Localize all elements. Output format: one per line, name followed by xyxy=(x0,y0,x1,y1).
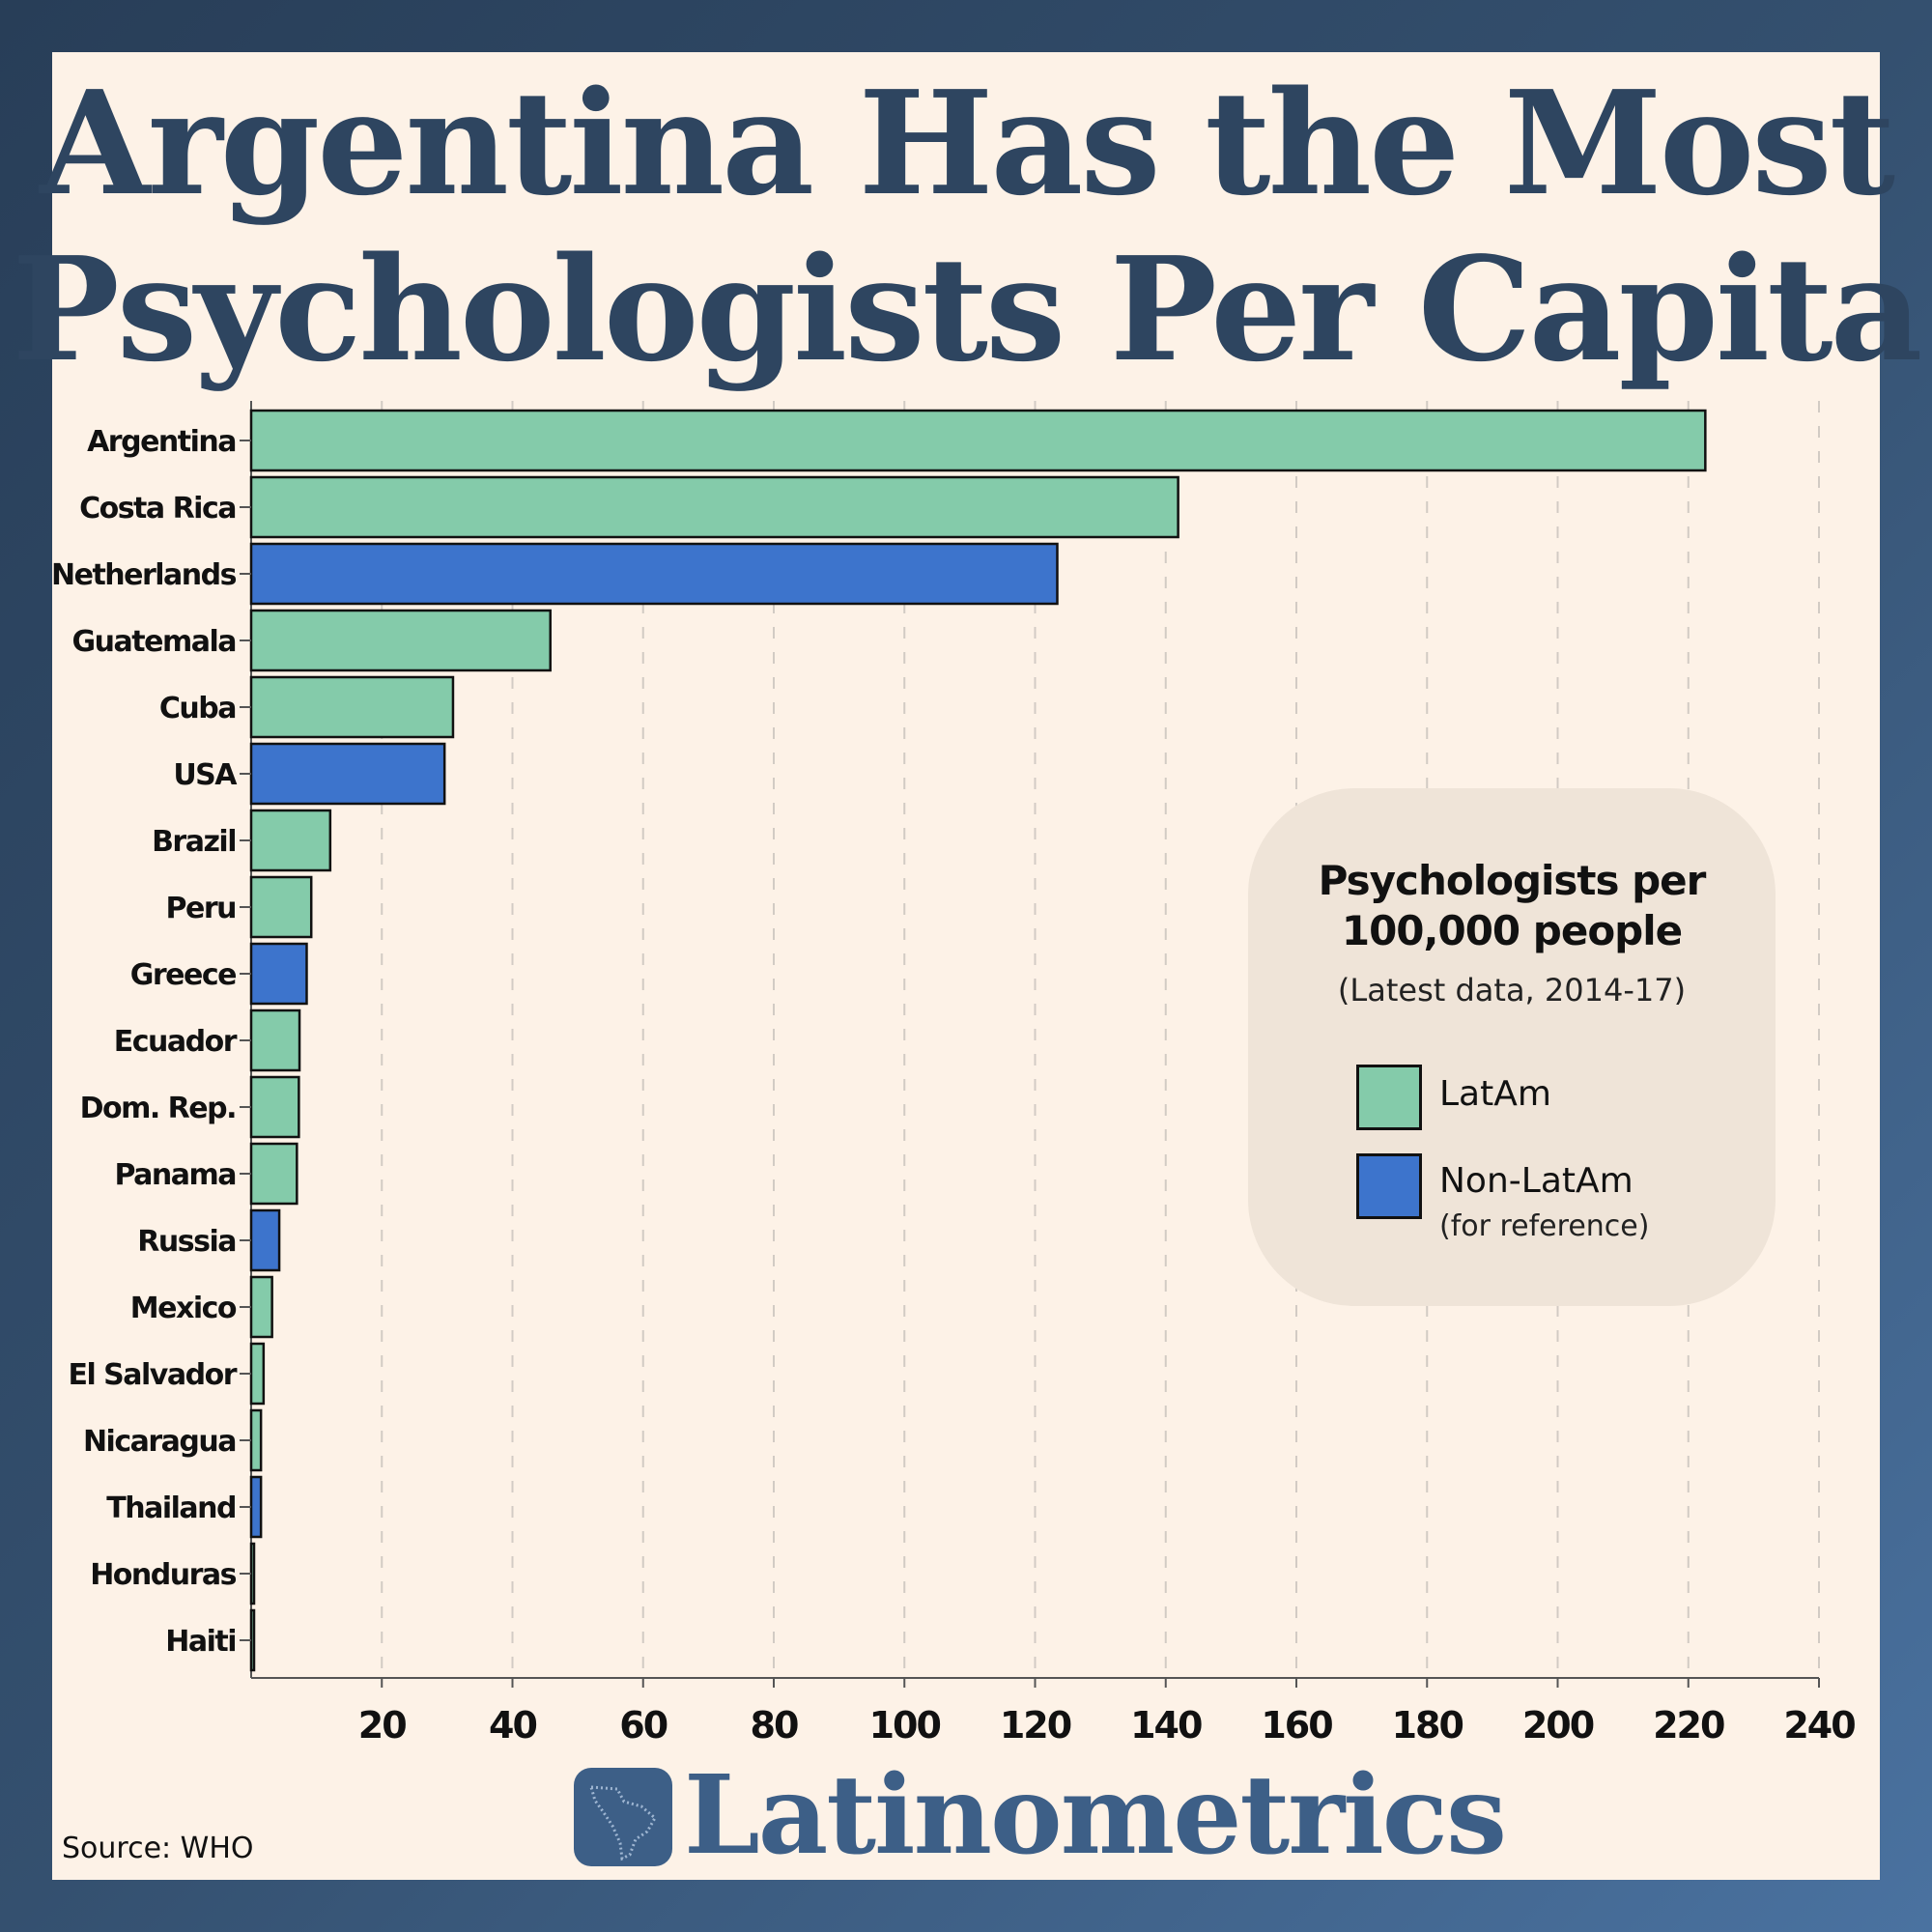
x-tick-label: 180 xyxy=(1392,1704,1463,1747)
y-tick-label: USA xyxy=(173,758,238,792)
source-note: Source: WHO xyxy=(62,1832,254,1865)
x-tick-label: 100 xyxy=(869,1704,941,1747)
bar-brazil xyxy=(249,809,332,872)
x-tick-label: 80 xyxy=(751,1704,798,1747)
legend: Psychologists per 100,000 people (Latest… xyxy=(1248,788,1776,1306)
x-tick-label: 160 xyxy=(1261,1704,1332,1747)
y-tick-label: El Salvador xyxy=(68,1358,237,1392)
legend-title-line-2: 100,000 people xyxy=(1341,907,1683,954)
bar-costa-rica xyxy=(249,475,1179,539)
x-tick-label: 200 xyxy=(1522,1704,1594,1747)
x-tick-label: 60 xyxy=(619,1704,667,1747)
y-tick-label: Peru xyxy=(166,892,237,925)
y-tick-label: Brazil xyxy=(152,825,236,859)
bar-cuba xyxy=(249,675,455,739)
legend-title-line-1: Psychologists per xyxy=(1318,857,1707,904)
y-tick-label: Mexico xyxy=(130,1292,237,1325)
y-tick-label: Ecuador xyxy=(114,1025,238,1059)
bar-el-salvador xyxy=(249,1342,266,1406)
y-tick-label: Cuba xyxy=(159,692,236,725)
y-tick-label: Guatemala xyxy=(72,625,236,659)
y-tick-label: Argentina xyxy=(87,425,236,459)
bar-peru xyxy=(249,875,313,939)
x-tick-label: 240 xyxy=(1783,1704,1855,1747)
y-tick-label: Honduras xyxy=(90,1558,236,1592)
y-tick-label: Dom. Rep. xyxy=(80,1092,236,1125)
legend-title: Psychologists per 100,000 people xyxy=(1248,856,1776,956)
y-tick-label: Costa Rica xyxy=(79,492,236,526)
x-tick-label: 220 xyxy=(1653,1704,1724,1747)
y-tick-label: Greece xyxy=(130,958,236,992)
y-tick-label: Haiti xyxy=(165,1625,236,1659)
legend-swatch-non-latam xyxy=(1356,1153,1422,1219)
x-tick-label: 140 xyxy=(1130,1704,1202,1747)
x-tick-label: 40 xyxy=(489,1704,536,1747)
latin-america-map-logo-icon xyxy=(574,1768,672,1866)
title-line-2: Psychologists Per Capita xyxy=(12,225,1923,393)
legend-swatch-latam xyxy=(1356,1065,1422,1130)
bar-dom-rep- xyxy=(249,1075,300,1139)
y-tick-label: Panama xyxy=(114,1158,236,1192)
bar-greece xyxy=(249,942,308,1006)
brand-name: Latinometrics xyxy=(684,1752,1507,1879)
bar-thailand xyxy=(249,1475,263,1539)
legend-subtitle: (Latest data, 2014-17) xyxy=(1337,972,1687,1009)
legend-label-non-latam: Non-LatAm xyxy=(1439,1161,1634,1201)
bar-honduras xyxy=(249,1542,256,1605)
bar-ecuador xyxy=(249,1009,301,1072)
legend-note-non-latam: (for reference) xyxy=(1439,1209,1650,1243)
bar-argentina xyxy=(249,409,1707,472)
y-tick-label: Russia xyxy=(137,1225,236,1259)
bar-usa xyxy=(249,742,446,806)
legend-label-latam: LatAm xyxy=(1439,1074,1551,1114)
y-tick-label: Netherlands xyxy=(51,558,237,592)
bar-russia xyxy=(249,1208,281,1272)
bar-netherlands xyxy=(249,542,1059,606)
bar-mexico xyxy=(249,1275,273,1339)
bar-haiti xyxy=(249,1608,256,1672)
bar-guatemala xyxy=(249,609,552,672)
bar-panama xyxy=(249,1142,298,1206)
x-tick-label: 20 xyxy=(358,1704,406,1747)
x-tick-label: 120 xyxy=(1000,1704,1071,1747)
chart-title: Argentina Has the Most Psychologists Per… xyxy=(0,60,1932,392)
y-tick-label: Nicaragua xyxy=(83,1425,236,1459)
title-line-1: Argentina Has the Most xyxy=(39,59,1895,227)
bar-nicaragua xyxy=(249,1408,263,1472)
y-tick-label: Thailand xyxy=(106,1492,236,1525)
